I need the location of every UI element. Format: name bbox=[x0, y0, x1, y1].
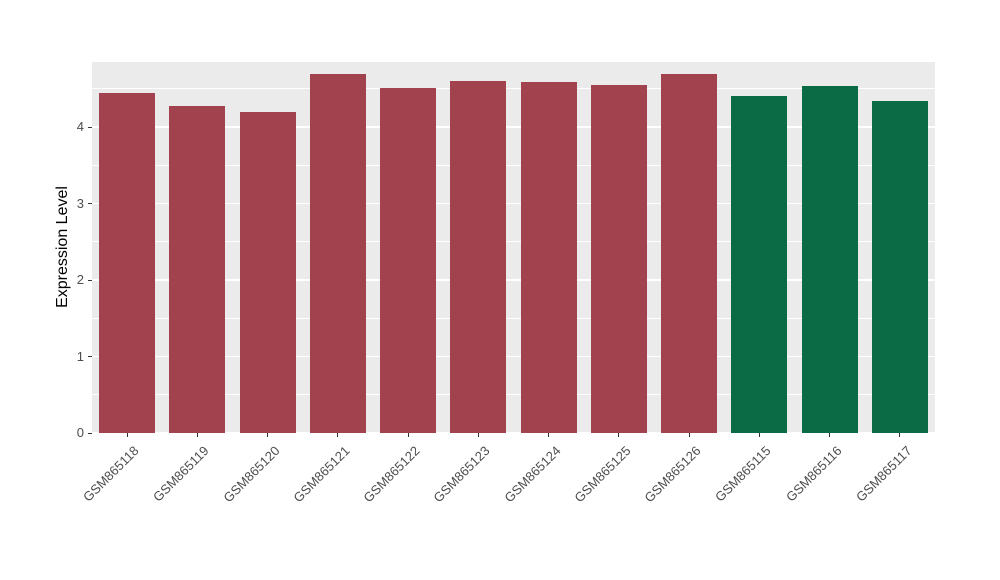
x-tick-label: GSM865118 bbox=[80, 443, 142, 505]
x-tick-mark bbox=[477, 433, 479, 437]
bar bbox=[240, 111, 296, 433]
bar bbox=[450, 81, 506, 433]
bar bbox=[99, 93, 155, 433]
x-tick-label: GSM865122 bbox=[360, 443, 423, 506]
x-tick-label: GSM865115 bbox=[712, 443, 774, 505]
minor-gridline bbox=[92, 241, 935, 243]
bar bbox=[731, 95, 787, 433]
x-tick-mark bbox=[548, 433, 550, 437]
bar bbox=[591, 84, 647, 433]
x-tick-mark bbox=[688, 433, 690, 437]
y-tick-mark bbox=[88, 203, 92, 204]
bar bbox=[802, 86, 858, 433]
y-tick-mark bbox=[88, 432, 92, 434]
bar bbox=[872, 101, 928, 433]
y-tick-mark bbox=[88, 279, 92, 281]
bar bbox=[169, 106, 225, 433]
major-gridline bbox=[92, 279, 935, 281]
plot-panel bbox=[92, 62, 935, 434]
minor-gridline bbox=[92, 317, 935, 319]
x-tick-mark bbox=[758, 433, 760, 437]
x-tick-mark bbox=[829, 433, 831, 437]
y-tick-label: 1 bbox=[76, 348, 84, 364]
minor-gridline bbox=[92, 88, 935, 90]
x-tick-label: GSM865120 bbox=[220, 443, 283, 506]
bar bbox=[380, 88, 436, 433]
y-tick-label: 2 bbox=[76, 272, 84, 287]
x-tick-label: GSM865126 bbox=[641, 443, 704, 506]
x-tick-label: GSM865123 bbox=[430, 443, 493, 506]
major-gridline bbox=[92, 126, 935, 128]
minor-gridline bbox=[92, 394, 935, 396]
x-tick-label: GSM865116 bbox=[782, 443, 845, 505]
y-tick-mark bbox=[88, 126, 92, 128]
y-tick-label: 4 bbox=[76, 119, 84, 135]
bar bbox=[521, 81, 577, 433]
x-tick-mark bbox=[899, 433, 901, 437]
bar bbox=[661, 74, 717, 433]
x-tick-label: GSM865119 bbox=[150, 443, 212, 505]
major-gridline bbox=[92, 432, 935, 434]
y-axis-title: Expression Level bbox=[54, 185, 71, 308]
x-tick-mark bbox=[337, 433, 339, 437]
x-tick-mark bbox=[196, 433, 198, 437]
minor-gridline bbox=[92, 164, 935, 166]
major-gridline bbox=[92, 355, 935, 358]
x-tick-mark bbox=[126, 433, 128, 437]
x-tick-label: GSM865121 bbox=[290, 443, 353, 506]
y-tick-mark bbox=[88, 356, 92, 357]
bar bbox=[310, 74, 366, 433]
x-tick-mark bbox=[267, 433, 269, 437]
x-tick-label: GSM865117 bbox=[852, 443, 915, 505]
x-tick-label: GSM865124 bbox=[501, 443, 564, 506]
x-tick-label: GSM865125 bbox=[571, 443, 634, 506]
y-tick-label: 0 bbox=[76, 425, 84, 440]
y-tick-label: 3 bbox=[76, 195, 84, 211]
x-tick-mark bbox=[618, 433, 620, 437]
x-tick-mark bbox=[407, 433, 409, 437]
major-gridline bbox=[92, 202, 935, 205]
